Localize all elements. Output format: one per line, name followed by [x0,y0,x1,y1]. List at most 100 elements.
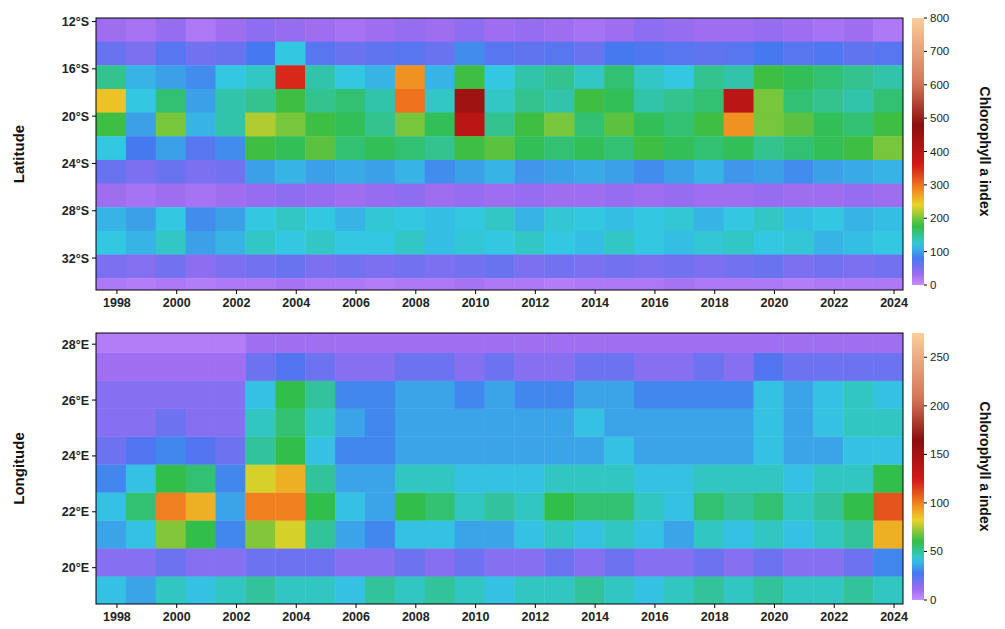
heatmap-cell [186,136,216,160]
heatmap-cell [544,65,574,89]
heatmap-cell [365,464,395,492]
heatmap-cell [544,89,574,113]
heatmap-cell [275,184,305,208]
heatmap-cell [514,548,544,576]
heatmap-cell [425,278,455,290]
heatmap-cell [425,89,455,113]
heatmap-cell [634,65,664,89]
heatmap-cell [275,89,305,113]
heatmap-cell [873,255,903,279]
heatmap-cell [485,89,515,113]
heatmap-cell [245,113,275,137]
heatmap-cell [186,18,216,42]
heatmap-cell [694,353,724,381]
heatmap-cell [783,160,813,184]
heatmap-cell [425,353,455,381]
heatmap-cell [455,576,485,604]
heatmap-cell [754,113,784,137]
heatmap-cell [425,576,455,604]
y-tick [92,567,96,568]
heatmap-cell [126,136,156,160]
colorbar-tick-label: 700 [930,45,949,57]
heatmap-cell [843,65,873,89]
heatmap-cell [754,333,784,353]
heatmap-cell [275,160,305,184]
heatmap-cell [813,353,843,381]
heatmap-cell [455,492,485,520]
heatmap-cell [694,380,724,408]
heatmap-cell [754,436,784,464]
heatmap-cell [843,160,873,184]
heatmap-cell [335,436,365,464]
heatmap-cell [156,576,186,604]
y-axis-title: Latitude [10,125,27,183]
y-tick [92,511,96,512]
heatmap-cell [634,353,664,381]
x-tick [296,604,297,608]
x-tick [236,290,237,294]
heatmap-cell [813,380,843,408]
heatmap-cell [754,42,784,66]
heatmap-cell [813,184,843,208]
heatmap-cell [245,353,275,381]
heatmap-cell [96,18,126,42]
heatmap-cell [305,184,335,208]
heatmap-cell [843,408,873,436]
heatmap-cell [96,408,126,436]
heatmap-cell [395,136,425,160]
heatmap-cell [544,492,574,520]
heatmap-cell [574,65,604,89]
heatmap-cell [365,207,395,231]
heatmap-cell [813,576,843,604]
colorbar-tick [924,218,927,219]
heatmap-cell [604,464,634,492]
heatmap-cell [126,380,156,408]
heatmap-cell [873,184,903,208]
heatmap-cell [395,576,425,604]
heatmap-cell [724,231,754,255]
colorbar [912,333,924,600]
heatmap-cell [604,255,634,279]
heatmap-cell [514,520,544,548]
y-tick [92,163,96,164]
heatmap-cell [604,520,634,548]
heatmap-cell [275,492,305,520]
heatmap-cell [455,520,485,548]
heatmap-cell [574,160,604,184]
heatmap-cell [216,492,246,520]
y-tick [92,68,96,69]
heatmap-cell [724,42,754,66]
heatmap-cell [783,18,813,42]
heatmap-cell [305,255,335,279]
heatmap-cell [694,231,724,255]
heatmap-cell [335,113,365,137]
heatmap-cell [544,160,574,184]
heatmap-cell [96,65,126,89]
heatmap-cell [604,278,634,290]
heatmap-cell [156,278,186,290]
heatmap-cell [126,520,156,548]
heatmap-cell [843,576,873,604]
heatmap-cell [544,136,574,160]
heatmap-cell [455,65,485,89]
colorbar-tick-label: 0 [930,594,936,606]
heatmap-cell [634,436,664,464]
heatmap-cell [873,231,903,255]
heatmap-cell [514,353,544,381]
heatmap-cell [754,492,784,520]
colorbar-tick-label: 50 [930,545,943,557]
heatmap-cell [514,380,544,408]
x-tick-label: 2016 [641,610,669,624]
heatmap-cell [395,492,425,520]
x-tick-label: 2016 [641,296,669,310]
x-tick-label: 2006 [342,296,370,310]
heatmap-cell [873,207,903,231]
heatmap-cell [186,436,216,464]
heatmap-cell [335,576,365,604]
heatmap-cell [724,278,754,290]
heatmap-cell [455,464,485,492]
heatmap-cell [365,520,395,548]
heatmap-cell [425,436,455,464]
heatmap-cell [216,113,246,137]
heatmap-cell [425,408,455,436]
